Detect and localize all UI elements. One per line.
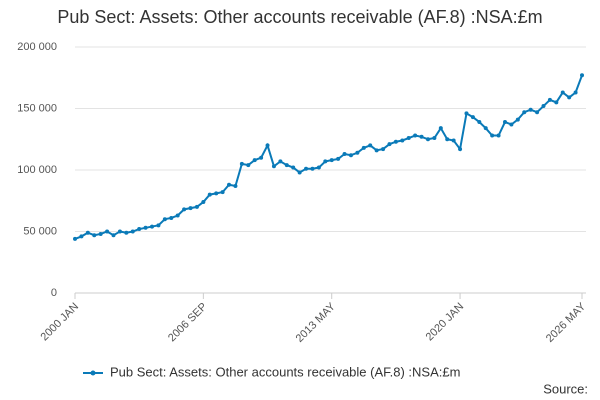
data-point [98,231,103,236]
x-tick-label: 2006 SEP [166,301,210,345]
data-point [278,159,283,164]
data-point [400,138,405,143]
data-point [336,156,341,161]
data-point [541,104,546,109]
data-point [188,206,193,211]
data-point [137,227,142,232]
data-point [297,170,302,175]
data-point [156,223,161,228]
data-point [477,120,482,125]
data-point [194,204,199,209]
data-point [554,100,559,105]
data-point [162,217,167,222]
data-point [528,107,533,112]
y-tick-label: 0 [51,287,57,299]
data-point [117,229,122,234]
data-point [368,143,373,148]
data-point [348,153,353,158]
data-point [438,126,443,131]
data-point [406,136,411,141]
source-label: Source: [543,381,588,396]
x-tick-label: 2013 MAY [294,300,339,345]
data-point [246,163,251,168]
data-point [573,90,578,95]
y-tick-label: 150 000 [17,102,57,114]
data-point [451,138,456,143]
data-point [470,115,475,120]
data-point [387,142,392,147]
data-point [316,165,321,170]
data-point [342,152,347,157]
data-point [374,148,379,153]
data-point [111,233,116,238]
data-point [175,213,180,218]
y-tick-label: 100 000 [17,164,57,176]
data-point [169,215,174,220]
x-tick-label: 2026 MAY [544,300,589,345]
data-point [502,120,507,125]
data-point [233,183,238,188]
data-point [252,158,257,163]
data-point [483,126,488,131]
data-point [445,137,450,142]
data-point [79,234,84,239]
data-point [580,73,584,78]
y-tick-label: 50 000 [23,225,57,237]
data-point [291,165,296,170]
data-point [522,110,527,115]
data-point [201,199,206,204]
data-point [130,229,135,234]
data-point [143,225,148,230]
data-point [227,182,232,187]
data-point [92,233,97,238]
data-point [105,229,110,234]
data-point [85,230,90,235]
data-point [271,164,276,169]
data-point [124,230,129,235]
data-point [490,133,495,138]
data-point [182,207,187,212]
data-point [419,134,424,139]
data-point [284,163,289,168]
data-point [535,110,540,115]
data-point [361,145,366,150]
data-point [560,90,565,95]
data-point [464,111,469,116]
data-point [567,95,572,100]
data-point [220,190,225,195]
data-point [509,122,514,127]
data-point [393,139,398,144]
x-tick-label: 2000 JAN [39,301,82,344]
data-point [214,191,219,196]
data-point [265,143,270,148]
data-point [150,224,155,229]
data-point [239,161,244,166]
chart-title: Pub Sect: Assets: Other accounts receiva… [57,7,542,27]
data-point [432,136,437,141]
data-point [496,133,501,138]
series-line [74,74,583,240]
data-point [259,155,264,160]
data-point [458,147,463,152]
data-point [329,158,334,163]
data-point [413,133,418,138]
data-point [425,137,430,142]
data-point [310,166,315,171]
data-point [515,117,520,122]
data-point [355,150,360,155]
x-tick-label: 2020 JAN [424,301,467,344]
data-point [547,97,552,102]
data-point [304,166,309,171]
data-point [323,159,328,164]
data-point [381,147,386,152]
data-point [207,192,212,197]
legend-marker [90,370,96,376]
legend-label: Pub Sect: Assets: Other accounts receiva… [110,364,460,379]
data-point [73,236,77,241]
y-tick-label: 200 000 [17,41,57,53]
